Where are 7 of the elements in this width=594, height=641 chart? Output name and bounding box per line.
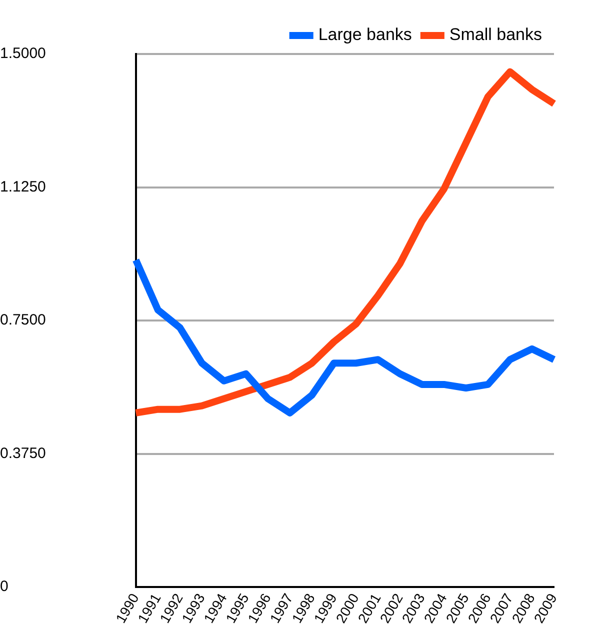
y-tick-label: 1.1250 — [0, 178, 46, 196]
legend-label: Small banks — [449, 25, 542, 44]
y-tick-label: 0.3750 — [0, 444, 46, 462]
y-tick-label: 0 — [0, 578, 8, 596]
y-tick-label: 0.7500 — [0, 312, 46, 329]
legend-label: Large banks — [318, 25, 412, 44]
y-tick-label: 1.5000 — [0, 45, 46, 62]
